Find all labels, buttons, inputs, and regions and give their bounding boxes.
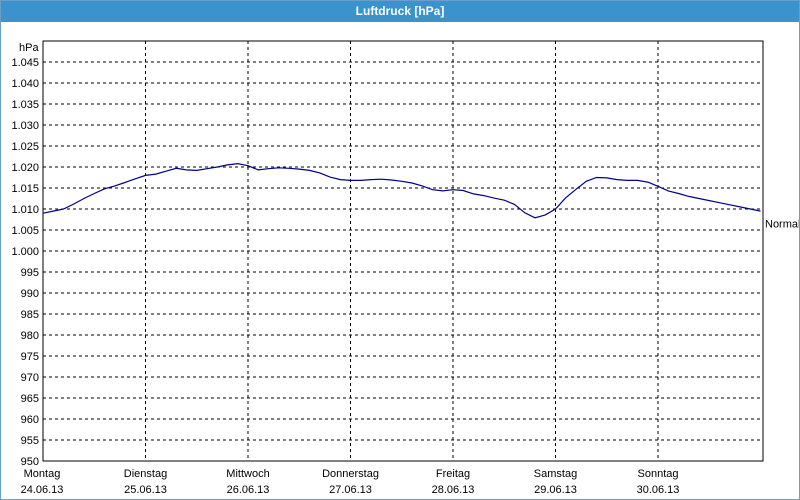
window-title: Luftdruck [hPa] [1,1,799,22]
y-tick-label: 995 [21,267,39,279]
grid [43,41,763,461]
x-tick-day-label: Sonntag [638,468,679,480]
x-tick-date-label: 27.06.13 [329,484,372,496]
x-tick-date-label: 26.06.13 [227,484,270,496]
y-tick-label: 1.015 [11,183,39,195]
x-tick-day-label: Freitag [436,468,470,480]
chart-svg: hPa 1.0451.0401.0351.0301.0251.0201.0151… [11,40,799,496]
y-tick-label: 965 [21,393,39,405]
y-tick-label: 1.040 [11,78,39,90]
y-tick-label: 1.045 [11,57,39,69]
y-tick-label: 980 [21,330,39,342]
y-tick-label: 975 [21,351,39,363]
y-tick-label: 1.035 [11,99,39,111]
series-line [42,162,761,219]
y-tick-label: 960 [21,414,39,426]
y-tick-labels: 1.045 1.040 1.035 1.030 1.025 1.020 1.015 1.010… [11,57,39,468]
x-tick-date-label: 24.06.13 [21,484,64,496]
y-tick-label: 955 [21,435,39,447]
y-tick-label: 990 [21,288,39,300]
x-tick-labels: Montag 24.06.13 Dienstag 25.06.13 Mittwoch 26… [21,468,680,496]
x-tick-date-label: 29.06.13 [534,484,577,496]
x-tick-day-label: Samstag [534,468,577,480]
x-tick-day-label: Mittwoch [226,468,269,480]
x-tick-date-label: 25.06.13 [124,484,167,496]
x-tick-day-label: Montag [24,468,61,480]
y-tick-label: 1.025 [11,141,39,153]
x-tick-day-label: Dienstag [124,468,167,480]
reference-line-label: Normal [765,219,799,231]
y-tick-label: 1.005 [11,225,39,237]
y-tick-label: 950 [21,456,39,468]
x-tick-date-label: 28.06.13 [432,484,475,496]
y-axis-label: hPa [19,42,39,54]
y-tick-label: 1.030 [11,120,39,132]
x-tick-date-label: 30.06.13 [637,484,680,496]
y-tick-label: 970 [21,372,39,384]
y-tick-label: 985 [21,309,39,321]
x-tick-day-label: Donnerstag [322,468,379,480]
y-tick-label: 1.000 [11,246,39,258]
y-tick-label: 1.010 [11,204,39,216]
y-tick-label: 1.020 [11,162,39,174]
